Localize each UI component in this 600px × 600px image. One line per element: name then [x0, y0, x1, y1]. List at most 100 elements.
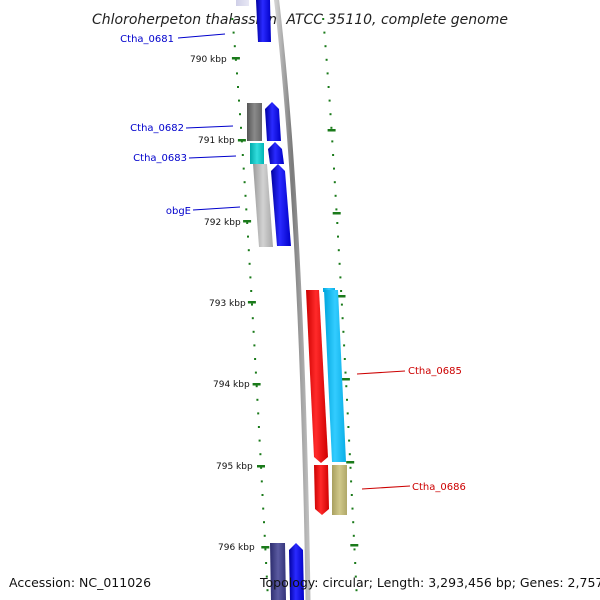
- gene-feature-obgE[interactable]: [271, 164, 291, 246]
- scale-dot: [352, 521, 355, 524]
- scale-dot: [260, 480, 263, 483]
- gene-feature-ctha0681[interactable]: [256, 0, 271, 42]
- scale-dot: [337, 235, 339, 238]
- scale-dot: [328, 99, 331, 102]
- gene-feature-ctha0683-paired[interactable]: [250, 143, 264, 164]
- scale-dot: [324, 45, 327, 48]
- scale-dot: [236, 72, 238, 75]
- scale-dot: [258, 439, 261, 442]
- scale-dot: [238, 99, 240, 102]
- scale-major-tick: [350, 544, 359, 547]
- scale-dot: [257, 412, 260, 415]
- label-leader-line: [185, 125, 234, 129]
- kbp-label: 796 kbp: [218, 543, 255, 553]
- scale-dot: [250, 290, 253, 292]
- scale-dot: [354, 575, 357, 578]
- scale-dot: [342, 330, 345, 333]
- label-leader-line: [192, 206, 241, 211]
- label-leader-line: [356, 370, 406, 375]
- scale-dot: [329, 113, 332, 116]
- scale-dot: [350, 480, 353, 483]
- scale-dot: [264, 548, 267, 551]
- gene-label-obgE[interactable]: obgE: [166, 206, 191, 217]
- scale-dot: [246, 222, 249, 224]
- gene-label-ctha0681[interactable]: Ctha_0681: [120, 34, 174, 45]
- kbp-label: 790 kbp: [190, 55, 227, 65]
- gene-feature-ctha0685[interactable]: [306, 290, 328, 463]
- gene-label-ctha0686[interactable]: Ctha_0686: [412, 482, 466, 493]
- kbp-label: 794 kbp: [213, 380, 250, 390]
- scale-major-tick: [257, 465, 265, 468]
- scale-dot: [337, 249, 340, 252]
- scale-dot: [265, 575, 268, 578]
- scale-dot: [346, 398, 348, 401]
- accession-text: Accession: NC_011026: [9, 575, 152, 590]
- scale-dot: [334, 194, 337, 197]
- scale-dot: [351, 507, 354, 510]
- scale-dot: [323, 31, 326, 34]
- scale-dot: [254, 371, 257, 374]
- label-leader-line: [188, 155, 237, 159]
- scale-major-tick: [261, 546, 270, 549]
- scale-dot: [248, 262, 251, 265]
- scale-major-tick: [327, 129, 336, 132]
- gene-feature-navy[interactable]: [270, 543, 286, 600]
- genome-backbone: [274, 0, 311, 600]
- gene-feature-blue-bottom[interactable]: [289, 543, 304, 600]
- scale-dot: [336, 222, 339, 224]
- scale-dot: [241, 154, 244, 156]
- scale-dot: [243, 181, 246, 184]
- scale-dot: [349, 466, 352, 469]
- scale-dot: [348, 453, 351, 456]
- scale-dot: [239, 113, 241, 116]
- scale-dot: [333, 181, 336, 184]
- gene-label-ctha0685[interactable]: Ctha_0685: [408, 366, 462, 377]
- scale-major-tick: [237, 139, 246, 142]
- gene-feature-ctha0683[interactable]: [268, 142, 284, 164]
- scale-major-tick: [247, 301, 256, 304]
- scale-dot: [327, 86, 330, 88]
- scale-dot: [260, 466, 263, 469]
- gene-feature-obgE-paired[interactable]: [253, 164, 273, 247]
- gene-feature-ctha0685-paired[interactable]: [324, 290, 346, 462]
- scale-dot: [253, 344, 256, 347]
- scale-major-tick: [346, 461, 355, 464]
- scale-dot: [322, 18, 325, 20]
- topology-text: Topology: circular; Length: 3,293,456 bp…: [260, 575, 600, 590]
- gene-feature-pale[interactable]: [236, 0, 249, 6]
- scale-dot: [338, 262, 341, 265]
- scale-dot: [259, 453, 262, 456]
- scale-dot: [231, 18, 234, 20]
- gene-label-ctha0682[interactable]: Ctha_0682: [130, 123, 184, 134]
- scale-dot: [232, 31, 235, 34]
- scale-dot: [332, 154, 335, 156]
- gene-feature-ctha0682[interactable]: [265, 102, 281, 141]
- scale-dot: [265, 562, 268, 564]
- scale-dot: [261, 494, 264, 496]
- scale-major-tick: [332, 212, 341, 215]
- scale-dot: [240, 126, 242, 129]
- scale-dot: [257, 426, 260, 428]
- scale-dot: [335, 208, 338, 211]
- scale-dot: [237, 86, 239, 88]
- scale-dot: [256, 398, 259, 401]
- gene-feature-ctha0682-paired[interactable]: [247, 103, 262, 141]
- kbp-label: 791 kbp: [198, 136, 235, 146]
- scale-dot: [340, 290, 343, 292]
- scale-dot: [331, 140, 334, 143]
- scale-major-tick: [337, 295, 346, 298]
- scale-dot: [343, 358, 346, 360]
- gene-label-ctha0683[interactable]: Ctha_0683: [133, 153, 187, 164]
- scale-dot: [345, 385, 348, 388]
- scale-major-tick: [341, 378, 350, 381]
- scale-dot: [251, 317, 254, 320]
- gene-feature-ctha0686[interactable]: [314, 465, 329, 515]
- scale-dot: [244, 194, 247, 197]
- scale-dot: [348, 439, 351, 442]
- gene-feature-ctha0686-paired[interactable]: [332, 465, 347, 515]
- scale-dot: [252, 330, 255, 333]
- scale-dot: [249, 276, 252, 279]
- scale-dot: [247, 249, 250, 252]
- inner-tick-scale: [231, 18, 270, 592]
